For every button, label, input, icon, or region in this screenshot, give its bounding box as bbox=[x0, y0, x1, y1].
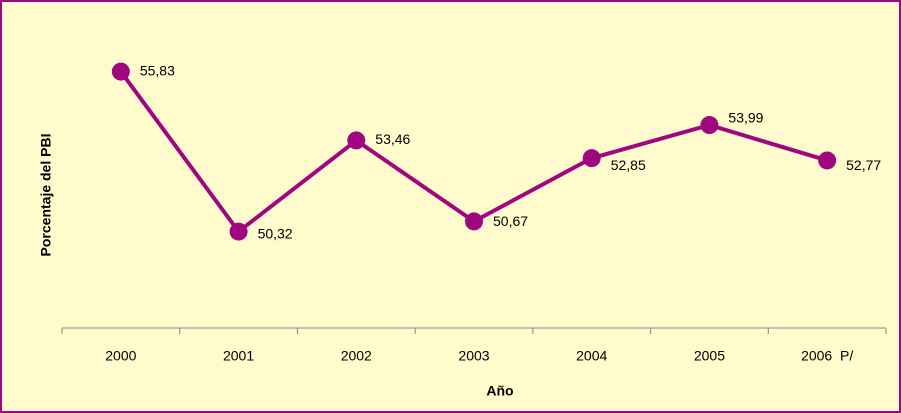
data-label: 52,77 bbox=[846, 157, 881, 173]
y-axis-label: Porcentaje del PBI bbox=[38, 134, 54, 257]
data-label: 55,83 bbox=[140, 62, 175, 78]
x-tick-label: 2002 bbox=[341, 348, 372, 364]
data-point bbox=[582, 149, 601, 168]
data-label: 53,99 bbox=[728, 110, 763, 126]
x-tick-label: 2000 bbox=[105, 348, 136, 364]
data-point bbox=[465, 212, 483, 231]
data-label: 52,85 bbox=[611, 157, 646, 173]
x-axis-label: Año bbox=[486, 383, 513, 399]
x-tick-label: 2005 bbox=[694, 348, 725, 364]
data-label: 50,32 bbox=[258, 225, 293, 241]
data-point bbox=[111, 62, 130, 81]
data-point bbox=[700, 116, 719, 135]
x-tick-label: 2004 bbox=[576, 348, 607, 364]
x-tick-label: 2006 P/ bbox=[801, 348, 853, 364]
data-point bbox=[818, 151, 837, 170]
x-tick-label: 2003 bbox=[458, 348, 489, 364]
x-tick-label: 2001 bbox=[223, 348, 254, 364]
data-point bbox=[347, 131, 366, 150]
data-label: 53,46 bbox=[375, 131, 410, 147]
data-point bbox=[229, 222, 248, 241]
data-label: 50,67 bbox=[493, 213, 528, 229]
